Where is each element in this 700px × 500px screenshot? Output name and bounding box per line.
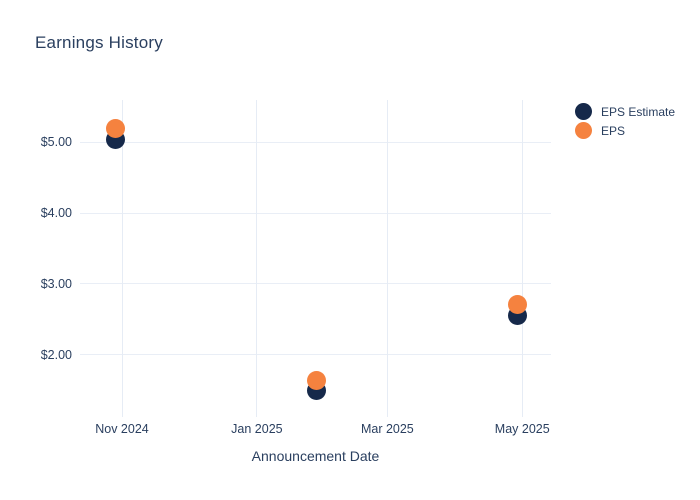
gridline-horizontal bbox=[80, 283, 551, 285]
y-tick-label-500: $5.00 bbox=[40, 135, 72, 150]
gridline-vertical bbox=[256, 100, 258, 417]
gridline-horizontal bbox=[80, 141, 551, 143]
legend-item-label: EPS bbox=[601, 123, 626, 138]
gridline-vertical bbox=[386, 100, 388, 417]
data-point-eps[interactable] bbox=[508, 294, 528, 314]
legend-swatch-icon bbox=[575, 103, 592, 120]
legend-item-label: EPS Estimate bbox=[601, 104, 676, 119]
y-tick-label-200: $2.00 bbox=[40, 347, 72, 362]
x-tick-label-mar-2025: Mar 2025 bbox=[360, 422, 414, 436]
legend-item-eps_estimate[interactable]: EPS Estimate bbox=[575, 103, 675, 120]
gridline-vertical bbox=[521, 100, 523, 417]
x-tick-label-jan-2025: Jan 2025 bbox=[231, 422, 283, 436]
legend-item-eps[interactable]: EPS bbox=[575, 122, 675, 139]
x-tick-label-may-2025: May 2025 bbox=[494, 422, 550, 436]
y-tick-label-300: $3.00 bbox=[40, 276, 72, 291]
data-point-eps[interactable] bbox=[105, 118, 125, 138]
x-axis-title: Announcement Date bbox=[251, 448, 380, 464]
gridline-horizontal bbox=[80, 212, 551, 214]
y-tick-label-400: $4.00 bbox=[40, 206, 72, 221]
gridline-horizontal bbox=[80, 354, 551, 356]
plot-area bbox=[80, 100, 551, 417]
legend: EPS Estimate EPS bbox=[575, 103, 675, 139]
legend-swatch-icon bbox=[575, 122, 592, 139]
data-point-eps[interactable] bbox=[307, 371, 327, 391]
gridline-vertical bbox=[121, 100, 123, 417]
chart-title: Earnings History bbox=[35, 33, 163, 52]
x-tick-label-nov-2024: Nov 2024 bbox=[95, 422, 149, 436]
